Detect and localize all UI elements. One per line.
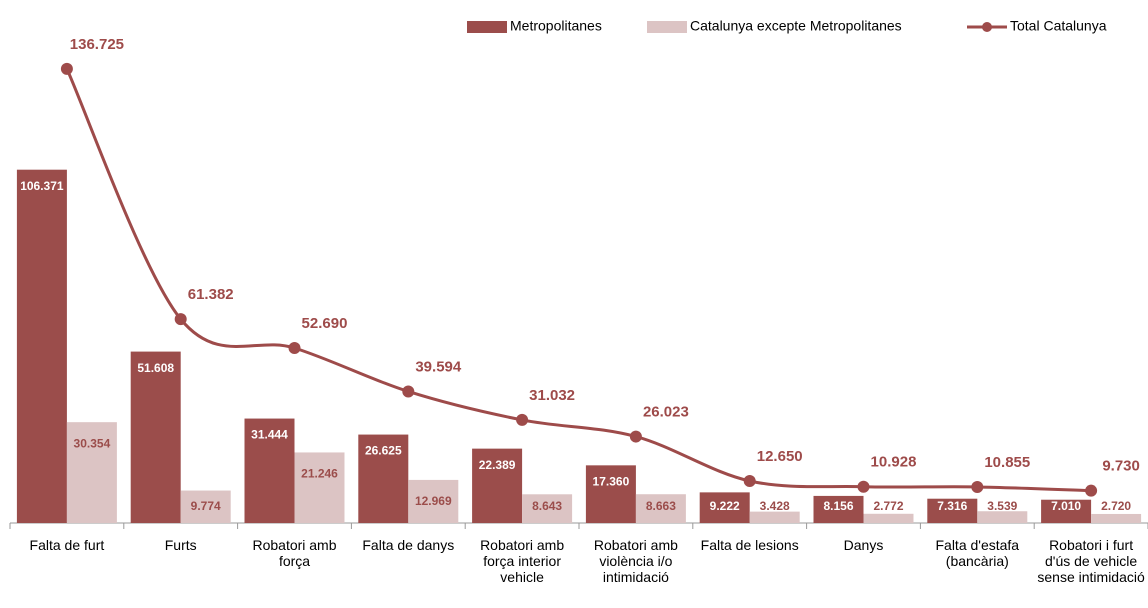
bar [1041, 499, 1092, 523]
data-label: 39.594 [415, 358, 462, 375]
x-tick-label: Falta de furt [30, 537, 105, 553]
data-label: 17.360 [593, 475, 630, 489]
line-marker [174, 313, 187, 326]
line-marker [1085, 484, 1098, 497]
data-label: 2.772 [873, 499, 903, 513]
bar [522, 494, 573, 523]
line-marker [857, 480, 870, 493]
bar [244, 418, 295, 523]
x-tick-label: Robatori i furt d'ús de vehicle sense inti… [1037, 537, 1145, 585]
data-label: 9.774 [191, 499, 221, 513]
data-label: 26.625 [365, 444, 402, 458]
data-label: 136.725 [70, 36, 124, 53]
data-label: 10.928 [871, 454, 917, 471]
line [65, 68, 1092, 493]
x-tick-label: Falta d'estafa (bancària) [935, 537, 1019, 569]
data-label: 8.663 [646, 499, 676, 513]
bar [294, 452, 345, 523]
bar [16, 169, 67, 523]
data-label: 21.246 [301, 467, 338, 481]
bar [472, 448, 523, 523]
line-marker [288, 341, 301, 354]
x-tick-label: Robatori amb força [252, 537, 336, 569]
bar [863, 513, 914, 523]
x-tick-label: Falta de lesions [701, 537, 799, 553]
data-label: 8.156 [823, 499, 853, 513]
bar [130, 351, 181, 523]
line-marker [743, 474, 756, 487]
data-label: 31.444 [251, 428, 288, 442]
data-label: 9.730 [1102, 458, 1140, 475]
bar [66, 422, 117, 523]
data-label: 106.371 [20, 179, 64, 193]
x-tick-label: Robatori amb força interior vehicle [480, 537, 564, 585]
data-label: 22.389 [479, 458, 516, 472]
data-label: 52.690 [302, 315, 348, 332]
line-marker [402, 385, 415, 398]
line-marker [629, 430, 642, 443]
line-marker [971, 480, 984, 493]
data-label: 30.354 [74, 436, 111, 450]
data-label: 12.969 [415, 494, 452, 508]
bar [1091, 513, 1142, 523]
legend-label: Metropolitanes [510, 18, 602, 34]
legend-swatch [647, 21, 687, 33]
data-label: 3.428 [760, 499, 790, 513]
x-tick-label: Robatori amb violència i/o intimidació [594, 537, 678, 585]
data-label: 61.382 [188, 286, 234, 303]
legend-swatch [982, 22, 992, 32]
data-label: 12.650 [757, 448, 803, 465]
data-label: 9.222 [710, 499, 740, 513]
bar [977, 511, 1028, 523]
bar [699, 492, 750, 523]
bar [635, 494, 686, 523]
data-label: 26.023 [643, 404, 689, 421]
bar [585, 465, 636, 523]
line-marker [60, 62, 73, 75]
data-label: 7.010 [1051, 499, 1081, 513]
data-label: 3.539 [987, 499, 1017, 513]
bar [749, 511, 800, 523]
bar [358, 434, 409, 523]
bar [813, 495, 864, 523]
bar [180, 490, 231, 523]
data-label: 10.855 [984, 454, 1030, 471]
legend-label: Catalunya excepte Metropolitanes [690, 18, 902, 34]
data-label: 31.032 [529, 387, 575, 404]
bar [927, 498, 978, 523]
data-label: 7.316 [937, 499, 967, 513]
x-tick-label: Furts [165, 537, 197, 553]
data-label: 51.608 [137, 361, 174, 375]
legend-swatch [467, 21, 507, 33]
x-tick-label: Falta de danys [362, 537, 454, 553]
data-label: 8.643 [532, 499, 562, 513]
legend-label: Total Catalunya [1010, 18, 1107, 34]
x-tick-label: Danys [844, 537, 884, 553]
data-label: 2.720 [1101, 499, 1131, 513]
bar [408, 479, 459, 523]
line-marker [516, 413, 529, 426]
